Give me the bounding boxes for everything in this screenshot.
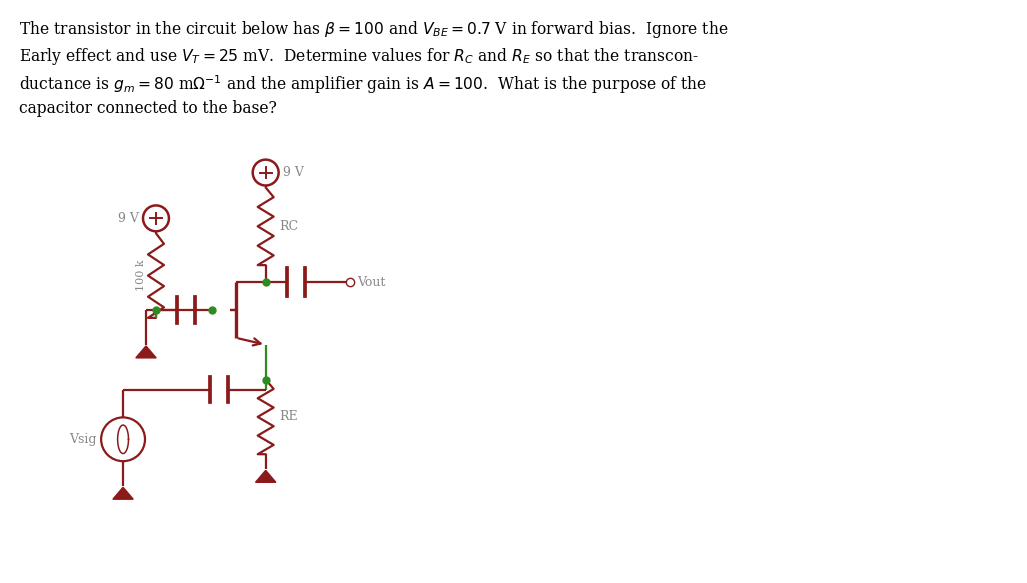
Text: ductance is $g_m = 80$ m$\Omega^{-1}$ and the amplifier gain is $A = 100$.  What: ductance is $g_m = 80$ m$\Omega^{-1}$ an… <box>20 73 708 96</box>
Text: 9 V: 9 V <box>282 166 304 179</box>
Text: Vout: Vout <box>357 276 386 289</box>
Polygon shape <box>256 470 276 482</box>
Text: 9 V: 9 V <box>118 212 139 225</box>
Text: RE: RE <box>279 410 298 423</box>
Text: capacitor connected to the base?: capacitor connected to the base? <box>20 100 277 117</box>
Text: Vsig: Vsig <box>69 433 97 446</box>
Text: RC: RC <box>279 220 299 233</box>
Polygon shape <box>113 487 134 499</box>
Text: The transistor in the circuit below has $\beta = 100$ and $V_{BE} = 0.7$ V in fo: The transistor in the circuit below has … <box>20 19 729 40</box>
Text: 100 k: 100 k <box>136 260 146 292</box>
Text: Early effect and use $V_T = 25$ mV.  Determine values for $R_C$ and $R_E$ so tha: Early effect and use $V_T = 25$ mV. Dete… <box>20 46 699 67</box>
Polygon shape <box>136 346 156 358</box>
